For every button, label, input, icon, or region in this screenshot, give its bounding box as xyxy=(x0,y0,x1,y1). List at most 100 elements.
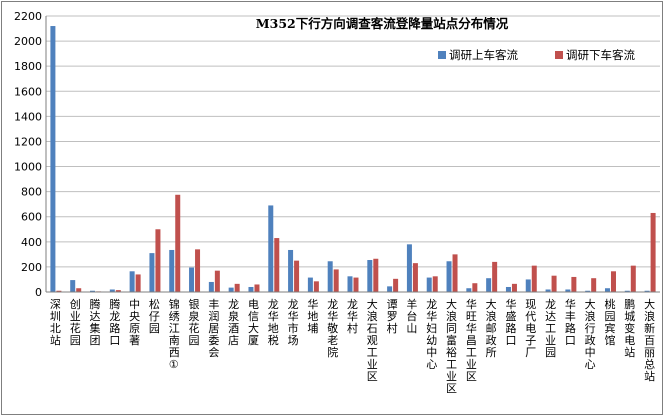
x-tick-label: 龙华村 xyxy=(347,298,358,335)
axes xyxy=(45,16,660,293)
x-tick-label: 华旺华昌工业区 xyxy=(466,297,477,383)
x-tick-label: 电信大厦 xyxy=(248,298,259,347)
x-tick-label: 松仔园 xyxy=(149,297,160,335)
legend-label-alighting: 调研下车客流 xyxy=(566,48,635,62)
x-tick-label: 创业花园 xyxy=(70,298,81,347)
x-tick-label: 羊台山 xyxy=(406,297,417,335)
bar-alighting xyxy=(531,265,537,292)
bar-boarding xyxy=(90,290,96,292)
x-tick-label: 现代电子厂 xyxy=(525,298,536,359)
x-tick-label: 华丰路口 xyxy=(565,297,576,347)
bar-alighting xyxy=(630,265,636,292)
bar-boarding xyxy=(644,290,650,292)
x-tick-label: 华盛路口 xyxy=(505,297,516,347)
bar-boarding xyxy=(70,280,76,292)
bar-alighting xyxy=(254,284,260,292)
bar-boarding xyxy=(288,249,294,292)
legend-swatch-boarding xyxy=(438,51,446,59)
bar-boarding xyxy=(149,253,155,292)
bar-boarding xyxy=(426,277,432,292)
x-tick-label: 丰润居委会 xyxy=(208,298,219,359)
x-tick-label: 华地埔 xyxy=(307,297,318,335)
x-tick-label: 龙华市场 xyxy=(288,298,299,347)
bar-alighting xyxy=(551,275,557,292)
x-tick-label: 大浪同富裕工业区 xyxy=(446,297,457,395)
y-tick-label: 1200 xyxy=(14,135,42,148)
bar-boarding xyxy=(446,261,452,292)
bar-boarding xyxy=(109,289,115,292)
x-tick-label: 银泉花园 xyxy=(189,297,200,347)
bar-alighting xyxy=(333,269,339,292)
bar-alighting xyxy=(571,276,577,292)
x-tick-label: 龙达工业园 xyxy=(545,298,556,359)
bar-boarding xyxy=(486,278,492,292)
x-tick-label: 大浪行政中心 xyxy=(585,297,596,371)
bar-boarding xyxy=(624,290,630,292)
bar-boarding xyxy=(466,288,472,292)
y-tick-labels: 0 200 400 600 800 1000 1200 1400 1600 1800 2000 220… xyxy=(14,10,42,299)
bar-alighting xyxy=(610,271,616,292)
bar-alighting xyxy=(234,283,240,292)
x-tick-label: 谭罗村 xyxy=(387,298,398,335)
bar-boarding xyxy=(228,287,234,292)
bar-boarding xyxy=(585,290,591,292)
bar-boarding xyxy=(248,286,254,292)
y-tick-label: 2200 xyxy=(14,10,42,23)
bar-alighting xyxy=(56,290,62,292)
bar-boarding xyxy=(387,286,393,292)
bar-boarding xyxy=(367,260,373,292)
bar-boarding xyxy=(129,271,135,292)
bar-alighting xyxy=(511,283,517,292)
x-tick-label: 桃园宾馆 xyxy=(604,297,615,347)
y-tick-label: 1600 xyxy=(14,85,42,98)
bar-boarding xyxy=(307,277,313,292)
y-tick-label: 2000 xyxy=(14,35,42,48)
y-tick-label: 1000 xyxy=(14,161,42,174)
y-tick-label: 1400 xyxy=(14,110,42,123)
bar-alighting xyxy=(195,249,201,292)
x-tick-label: 中央原著 xyxy=(129,298,140,347)
bar-boarding xyxy=(347,276,353,292)
bar-alighting xyxy=(294,260,300,292)
bar-boarding xyxy=(604,288,610,292)
bar-boarding xyxy=(525,279,531,292)
bar-boarding xyxy=(406,244,412,292)
legend-swatch-alighting xyxy=(555,51,563,59)
bar-boarding xyxy=(545,289,551,292)
x-tick-label: 龙泉酒店 xyxy=(228,298,239,347)
bar-alighting xyxy=(274,238,280,292)
bar-alighting xyxy=(650,212,656,292)
legend-label-boarding: 调研上车客流 xyxy=(449,48,518,62)
bar-boarding xyxy=(327,261,333,292)
bar-alighting xyxy=(412,263,418,292)
chart-title: M352下行方向调查客流登降量站点分布情况 xyxy=(256,16,509,31)
legend: 调研上车客流 调研下车客流 xyxy=(438,48,635,62)
x-tick-label: 腾龙路口 xyxy=(109,297,120,347)
bar-alighting xyxy=(591,278,597,292)
bar-boarding xyxy=(189,267,195,292)
x-tick-label: 深圳北站 xyxy=(50,298,61,347)
y-tick-label: 200 xyxy=(21,261,42,274)
x-tick-label: 龙华敬老院 xyxy=(327,298,338,359)
bar-alighting xyxy=(313,281,319,292)
bar-boarding xyxy=(50,26,56,292)
x-tick-label: 锦绣江南西 ① xyxy=(169,297,180,371)
x-tick-label: 大浪石观工业区 xyxy=(367,297,378,383)
y-tick-label: 800 xyxy=(21,186,42,199)
bar-alighting xyxy=(214,270,220,292)
bar-alighting xyxy=(115,290,121,292)
bar-boarding xyxy=(169,249,175,292)
bar-alighting xyxy=(472,283,478,292)
bar-alighting xyxy=(393,278,399,292)
bar-alighting xyxy=(353,277,359,292)
bar-alighting xyxy=(175,194,181,292)
bar-boarding xyxy=(268,205,274,292)
bar-alighting xyxy=(452,254,458,292)
x-tick-label: 鹏城变电站 xyxy=(624,298,635,359)
bars xyxy=(50,26,656,292)
y-tick-label: 400 xyxy=(21,236,42,249)
bar-boarding xyxy=(565,289,571,292)
